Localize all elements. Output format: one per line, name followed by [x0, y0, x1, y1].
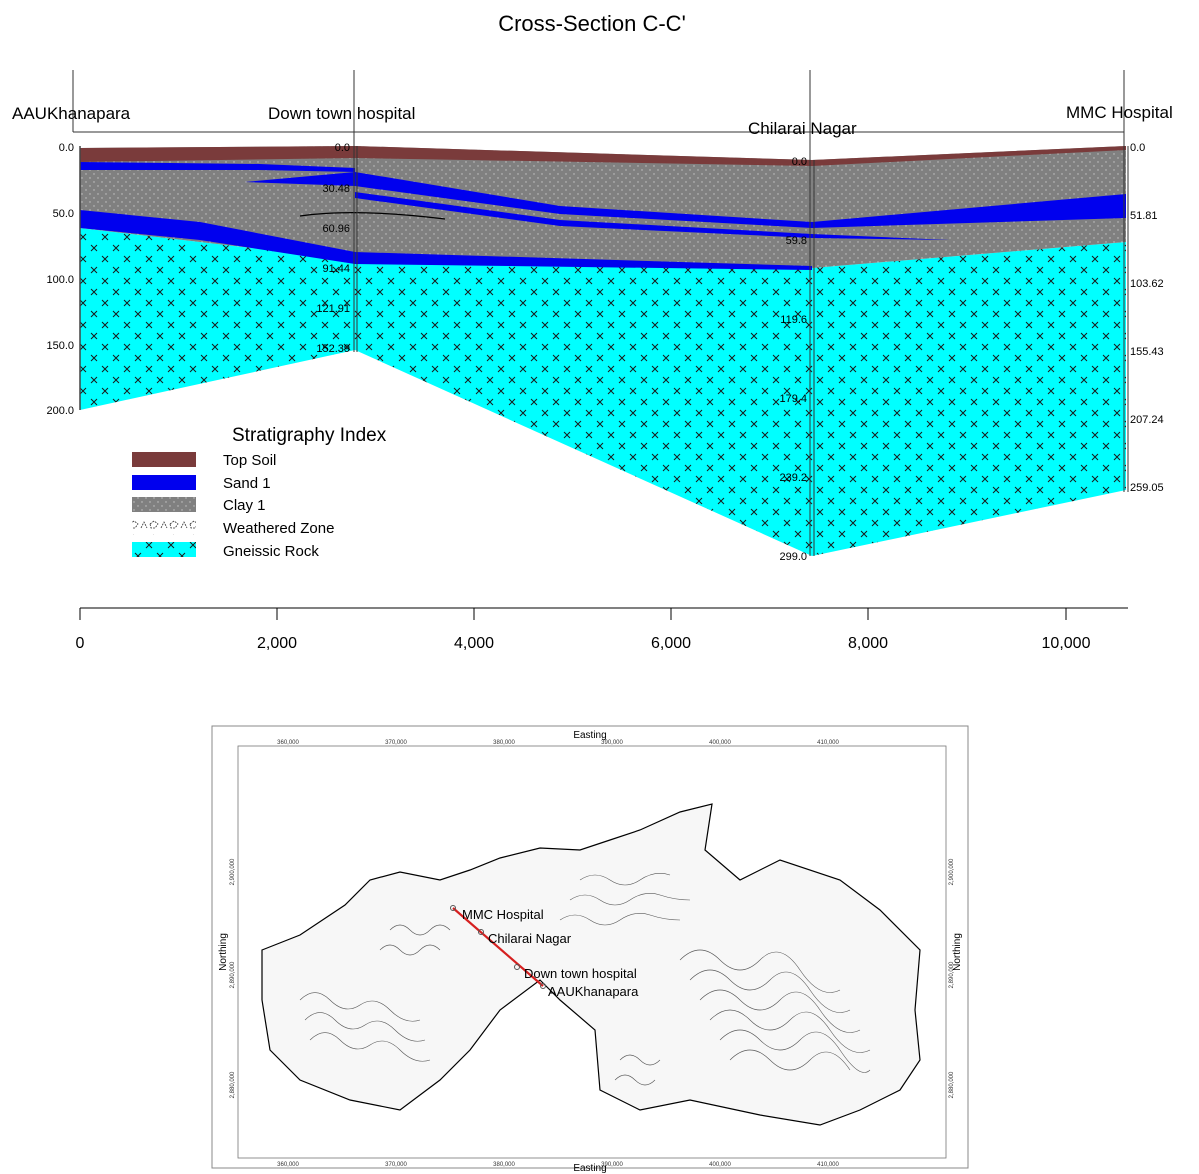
- map-easting-tick: 410,000: [817, 740, 839, 746]
- legend-swatch-weathered: [132, 520, 196, 535]
- distance-tick-label: 6,000: [651, 635, 691, 652]
- depth-label: 259.05: [1130, 482, 1164, 494]
- location-map: Easting Easting Northing Northing 360,00…: [211, 725, 969, 1174]
- depth-label: 59.8: [786, 235, 807, 247]
- map-easting-tick: 370,000: [385, 1162, 407, 1168]
- map-northing-tick: 2,890,000: [230, 961, 236, 988]
- legend-label-weathered: Weathered Zone: [223, 520, 334, 537]
- depth-label: 179.4: [779, 393, 807, 405]
- map-easting-tick: 370,000: [385, 740, 407, 746]
- legend-label-gneissic: Gneissic Rock: [223, 543, 319, 560]
- depth-label: 60.96: [322, 223, 350, 235]
- legend-title: Stratigraphy Index: [232, 425, 387, 446]
- well-label-aau: AAUKhanapara: [12, 104, 131, 123]
- depth-label: 239.2: [779, 472, 807, 484]
- distance-tick-label: 10,000: [1042, 635, 1091, 652]
- map-easting-tick: 360,000: [277, 1162, 299, 1168]
- map-right-axis-title: Northing: [952, 933, 963, 971]
- depth-tick-label: 100.0: [46, 274, 74, 286]
- depth-labels-mmc: 0.0 51.81 103.62 155.43 207.24 259.05: [1130, 142, 1164, 494]
- sand-layer-basal: [80, 210, 812, 270]
- distance-tick-label: 8,000: [848, 635, 888, 652]
- legend-swatch-sand: [132, 475, 196, 490]
- depth-label: 0.0: [335, 142, 350, 154]
- station-marker: [450, 905, 456, 911]
- terrain-contours: [299, 873, 871, 1086]
- clay-thin-line: [299, 212, 446, 220]
- depth-label: 51.81: [1130, 210, 1158, 222]
- depth-label: 91.44: [322, 263, 350, 275]
- map-station-label-down-town: Down town hospital: [524, 966, 637, 981]
- map-easting-tick: 400,000: [709, 1162, 731, 1168]
- depth-labels-down-town: 0.0 30.48 60.96 91.44 121.91 152.39: [316, 142, 350, 355]
- cross-section-panel: [72, 70, 1129, 556]
- depth-label: 119.6: [780, 314, 807, 326]
- depth-label: 299.0: [779, 551, 807, 563]
- legend-label-clay: Clay 1: [223, 497, 266, 514]
- map-station-label-mmc: MMC Hospital: [462, 907, 544, 922]
- depth-label: 103.62: [1130, 278, 1164, 290]
- map-easting-tick: 410,000: [817, 1162, 839, 1168]
- map-left-axis-title: Northing: [218, 933, 229, 971]
- depth-label: 155.43: [1130, 346, 1164, 358]
- map-easting-tick: 390,000: [601, 1162, 623, 1168]
- map-easting-tick: 360,000: [277, 740, 299, 746]
- map-northing-tick: 2,880,000: [230, 1071, 236, 1098]
- map-station-label-chilarai: Chilarai Nagar: [488, 931, 572, 946]
- depth-label: 0.0: [792, 156, 807, 168]
- sand-layer-shallow: [80, 162, 355, 172]
- study-area-outline: [261, 803, 921, 1126]
- legend-label-sand: Sand 1: [223, 475, 271, 492]
- map-easting-tick: 380,000: [493, 1162, 515, 1168]
- depth-label: 121.91: [316, 303, 350, 315]
- depth-tick-label: 0.0: [59, 142, 74, 154]
- well-label-down-town: Down town hospital: [268, 104, 415, 123]
- map-station-label-aau: AAUKhanapara: [548, 984, 639, 999]
- map-bottom-axis-title: Easting: [573, 1163, 606, 1174]
- depth-labels-chilarai: 0.0 59.8 119.6 179.4 239.2 299.0: [779, 156, 807, 563]
- depth-tick-label: 50.0: [53, 208, 74, 220]
- legend-swatch-top-soil: [132, 452, 196, 467]
- top-soil-layer: [80, 146, 1126, 166]
- map-easting-tick: 390,000: [601, 740, 623, 746]
- depth-label: 30.48: [322, 183, 350, 195]
- distance-tick-label: 4,000: [454, 635, 494, 652]
- distance-axis: 0 2,000 4,000 6,000 8,000 10,000: [76, 607, 1128, 652]
- depth-label: 152.39: [316, 343, 350, 355]
- well-label-chilarai: Chilarai Nagar: [748, 119, 857, 138]
- map-easting-tick: 400,000: [709, 740, 731, 746]
- map-northing-tick: 2,880,000: [949, 1071, 955, 1098]
- sand-lens-middle: [355, 192, 950, 240]
- station-marker: [514, 964, 520, 970]
- sand-lens-upper: [245, 172, 1126, 228]
- depth-tick-label: 150.0: [46, 340, 74, 352]
- distance-tick-label: 2,000: [257, 635, 297, 652]
- depth-label: 207.24: [1130, 414, 1164, 426]
- gneissic-rock-layer: [80, 228, 1126, 556]
- station-marker: [478, 929, 484, 935]
- well-label-mmc: MMC Hospital: [1066, 103, 1173, 122]
- map-northing-tick: 2,900,000: [230, 858, 236, 885]
- map-easting-tick: 380,000: [493, 740, 515, 746]
- section-line: [452, 907, 544, 987]
- map-northing-tick: 2,890,000: [949, 961, 955, 988]
- legend-label-top-soil: Top Soil: [223, 452, 276, 469]
- map-top-axis-title: Easting: [573, 730, 606, 741]
- section-title: Cross-Section C-C': [498, 11, 686, 36]
- map-northing-tick: 2,900,000: [949, 858, 955, 885]
- left-depth-axis: 0.0 50.0 100.0 150.0 200.0: [46, 142, 74, 417]
- depth-tick-label: 200.0: [46, 405, 74, 417]
- legend: Stratigraphy Index Top Soil Sand 1 Clay …: [132, 425, 387, 560]
- legend-swatch-clay: [132, 497, 196, 512]
- depth-label: 0.0: [1130, 142, 1145, 154]
- station-marker: [540, 983, 546, 989]
- distance-tick-label: 0: [76, 635, 85, 652]
- legend-swatch-gneissic: [132, 542, 196, 557]
